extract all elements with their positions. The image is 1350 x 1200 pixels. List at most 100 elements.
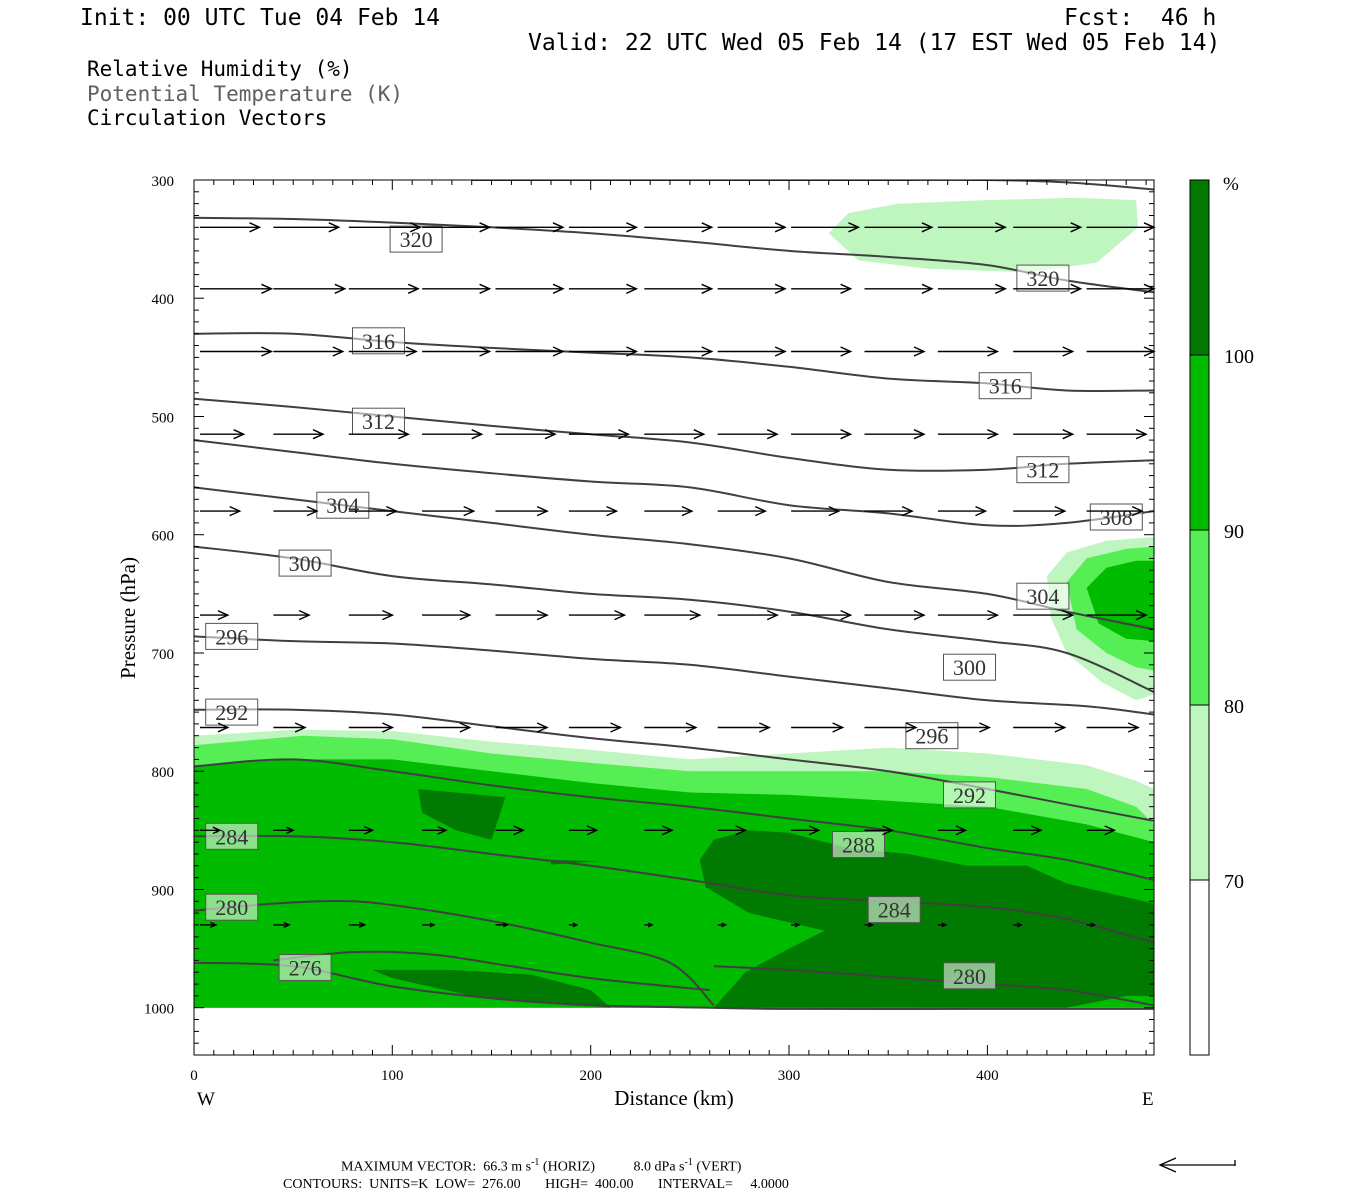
vector-head: [409, 222, 422, 233]
vector-4-1: [273, 505, 319, 517]
vector-head: [552, 346, 565, 357]
vector-head: [1070, 222, 1083, 233]
isentrope-label-box: [867, 896, 921, 924]
isentrope-label-text: 292: [953, 783, 986, 808]
vector-head: [921, 283, 934, 294]
isentrope-label-text: 320: [1026, 266, 1059, 291]
isentrope-label-box: [278, 549, 332, 577]
vector-head: [647, 922, 654, 928]
max-vector-label: MAXIMUM VECTOR:: [341, 1159, 477, 1175]
vector-head: [249, 222, 262, 233]
vector-8-12: [1086, 922, 1097, 928]
isentrope-10: [194, 439, 1154, 527]
isentrope-label-box: [978, 372, 1032, 400]
vector-head: [808, 825, 821, 836]
colorbar: 70 80 90 100: [1189, 179, 1254, 1056]
vector-head: [987, 346, 1000, 357]
vector-head: [774, 283, 787, 294]
vector-1-1: [273, 283, 347, 294]
vector-5-10: [937, 609, 1000, 621]
vector-0-2: [348, 222, 422, 233]
colorbar-unit: %: [1223, 174, 1239, 195]
vector-3-7: [717, 429, 779, 440]
isentrope-label-text: 312: [1026, 458, 1059, 483]
colorbar-label-90: 90: [1224, 521, 1244, 543]
vector-6-11: [1013, 722, 1067, 733]
vector-1-4: [495, 283, 565, 294]
vert-tag: (VERT): [696, 1159, 742, 1175]
vector-0-9: [864, 222, 934, 233]
isentrope-label-5: 312: [1016, 456, 1070, 484]
horiz-exp: -1: [531, 1157, 540, 1168]
vector-head: [217, 722, 230, 733]
vector-3-2: [348, 429, 411, 440]
vector-head: [1016, 922, 1023, 928]
vector-head: [901, 505, 914, 517]
isentrope-label-14: 292: [943, 781, 996, 809]
vector-head: [840, 609, 853, 621]
vector-1-7: [717, 283, 787, 294]
vector-5-1: [273, 609, 311, 621]
vector-head: [1054, 722, 1067, 733]
vector-head: [610, 722, 623, 733]
vector-head: [995, 283, 1008, 294]
vector-8-7: [717, 922, 728, 928]
isentrope-8: [194, 545, 1154, 693]
colorbar-segment-2: [1190, 530, 1209, 705]
vector-8-5: [568, 922, 579, 928]
vector-head: [618, 429, 631, 440]
y-tick-label-700: 700: [152, 647, 175, 663]
vector-head: [544, 429, 557, 440]
horiz-tag: (HORIZ): [542, 1159, 596, 1175]
circulation-vectors: [200, 222, 1156, 929]
isentrope-label-box: [352, 327, 405, 355]
vector-head: [1131, 505, 1144, 517]
x-axis-label: Distance (km): [614, 1086, 734, 1110]
vector-4-7: [717, 505, 768, 517]
vector-0-3: [422, 222, 492, 233]
vector-3-3: [422, 429, 484, 440]
isentrope-label-16: 288: [832, 831, 885, 858]
isentrope-label-7: 308: [1089, 503, 1143, 531]
vector-head: [1135, 429, 1148, 440]
vector-head: [463, 505, 476, 517]
isentrope-label-text: 320: [400, 227, 433, 252]
vector-8-3: [422, 922, 436, 928]
vector-1-9: [864, 283, 934, 294]
colorbar-segment-0: [1190, 880, 1209, 1055]
vector-5-9: [864, 609, 926, 621]
vector-head: [294, 722, 307, 733]
isentrope-6: [194, 708, 1154, 822]
vector-5-6: [644, 609, 702, 621]
vector-head: [794, 922, 801, 928]
vector-5-12: [1086, 609, 1148, 621]
vector-head: [995, 222, 1008, 233]
vector-head: [459, 722, 472, 733]
vector-head: [766, 609, 779, 621]
isentrope-label-text: 284: [878, 898, 911, 923]
vector-0-10: [937, 222, 1008, 233]
vector-head: [405, 346, 418, 357]
vector-7-12: [1086, 825, 1117, 836]
vector-4-3: [422, 505, 476, 517]
vector-6-3: [422, 722, 472, 733]
isentrope-label-4: 312: [352, 407, 405, 435]
isentrope-label-text: 288: [842, 833, 875, 858]
isentrope-7: [194, 635, 1154, 716]
isentrope-label-box: [1016, 456, 1070, 484]
vector-2-4: [495, 346, 565, 357]
y-tick-label-800: 800: [152, 765, 175, 781]
vector-5-11: [1013, 609, 1075, 621]
vector-2-11: [1013, 346, 1075, 357]
vector-3-0: [200, 429, 246, 440]
rh-shading: [194, 197, 1154, 1008]
vector-7-8: [791, 825, 821, 836]
vector-head: [828, 505, 841, 517]
vector-8-11: [1013, 922, 1023, 928]
isentrope-14: [471, 180, 1154, 191]
vector-4-2: [348, 505, 399, 517]
vector-5-3: [422, 609, 472, 621]
reference-vector: [1158, 1157, 1236, 1173]
vector-8-2: [348, 921, 367, 929]
